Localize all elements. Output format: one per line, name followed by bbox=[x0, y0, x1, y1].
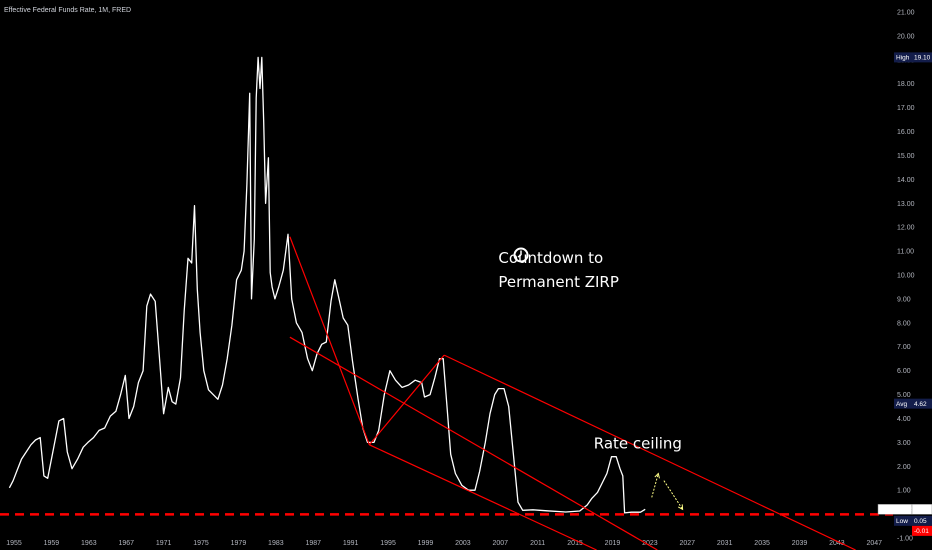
price-tag-label-bg bbox=[894, 515, 912, 526]
annotation-layer: Countdown to Permanent ZIRP Rate ceiling bbox=[498, 249, 682, 452]
price-tag-value: 0.05 bbox=[914, 518, 927, 525]
price-tag-value: 0.20 bbox=[914, 507, 927, 514]
x-tick-label: 2003 bbox=[455, 540, 471, 547]
y-tick-label: 11.00 bbox=[897, 249, 914, 256]
y-tick-label: 13.00 bbox=[897, 201, 915, 208]
price-tag-value-bg bbox=[912, 525, 932, 536]
y-tick-label: 7.00 bbox=[897, 344, 911, 351]
x-tick-label: 2007 bbox=[492, 540, 508, 547]
price-tag: High 19.10 bbox=[894, 52, 932, 63]
series-line-fedfunds bbox=[8, 56, 646, 514]
x-tick-label: 1967 bbox=[118, 540, 134, 547]
x-tick-label: 2039 bbox=[792, 540, 808, 547]
trend-line bbox=[368, 354, 445, 446]
price-tag-value-bg bbox=[912, 52, 932, 63]
x-tick-label: 1983 bbox=[268, 540, 284, 547]
x-tick-label: 2035 bbox=[754, 540, 770, 547]
price-tag-label-bg bbox=[894, 398, 912, 409]
x-axis: 1955 1959 1963 1967 1971 1975 1979 1983 1987 1991… bbox=[6, 540, 882, 547]
x-tick-label: 1959 bbox=[44, 540, 60, 547]
x-tick-label: 1971 bbox=[156, 540, 172, 547]
y-tick-label: 16.00 bbox=[897, 129, 915, 136]
rate-ceiling-label: Rate ceiling bbox=[594, 434, 682, 452]
x-tick-label: 1999 bbox=[418, 540, 434, 547]
x-tick-label: 2027 bbox=[679, 540, 695, 547]
price-tag-value: 4.62 bbox=[914, 401, 927, 408]
price-tag-value: -0.01 bbox=[914, 528, 929, 535]
y-tick-label: 2.00 bbox=[897, 464, 911, 471]
price-tag-label: Avg bbox=[896, 401, 907, 408]
price-tag-label-bg bbox=[894, 52, 912, 63]
price-tag: Avg 4.62 bbox=[894, 398, 932, 409]
x-tick-label: 2023 bbox=[642, 540, 658, 547]
x-tick-label: 1987 bbox=[305, 540, 321, 547]
y-tick-label: 21.00 bbox=[897, 9, 915, 16]
trend-line bbox=[369, 444, 597, 550]
x-tick-label: 1963 bbox=[81, 540, 97, 547]
arrow-head bbox=[654, 472, 660, 479]
countdown-annotation: Permanent ZIRP bbox=[498, 273, 619, 291]
price-tag: -0.01 bbox=[912, 525, 932, 536]
price-tag-value: 19.10 bbox=[914, 55, 931, 62]
y-tick-label: 4.00 bbox=[897, 416, 911, 423]
price-tag-value-bg bbox=[912, 398, 932, 409]
arrow-layer bbox=[651, 472, 684, 511]
y-tick-label: 18.00 bbox=[897, 81, 915, 88]
forecast-arrow bbox=[651, 473, 659, 498]
chart-title: Effective Federal Funds Rate, 1M, FRED bbox=[4, 7, 131, 14]
y-tick-label: 5.00 bbox=[897, 392, 911, 399]
x-tick-label: 1991 bbox=[343, 540, 359, 547]
x-tick-label: 1955 bbox=[6, 540, 22, 547]
trend-line bbox=[443, 354, 856, 550]
trend-line bbox=[289, 336, 658, 550]
clock-icon bbox=[513, 247, 529, 263]
y-tick-label: 15.00 bbox=[897, 153, 915, 160]
arrow-head bbox=[677, 504, 684, 511]
price-tag-value-bg bbox=[912, 515, 932, 526]
series-layer bbox=[8, 56, 646, 514]
countdown-annotation: Countdown to bbox=[498, 249, 603, 267]
x-tick-label: 1975 bbox=[193, 540, 209, 547]
x-tick-label: 2015 bbox=[567, 540, 583, 547]
y-tick-label: 20.00 bbox=[897, 33, 915, 40]
y-tick-label: -1.00 bbox=[897, 536, 913, 543]
x-tick-label: 2019 bbox=[605, 540, 621, 547]
price-tag-label: High bbox=[896, 55, 910, 62]
trend-channel-layer bbox=[289, 236, 856, 550]
x-tick-label: 2011 bbox=[530, 540, 545, 547]
price-tag-value-bg bbox=[911, 504, 932, 515]
x-tick-label: 2047 bbox=[867, 540, 883, 547]
y-tick-label: 10.00 bbox=[897, 273, 915, 280]
y-tick-label: 6.00 bbox=[897, 368, 911, 375]
y-tick-label: 3.00 bbox=[897, 440, 911, 447]
forecast-arrow bbox=[663, 480, 684, 510]
x-tick-label: 2043 bbox=[829, 540, 845, 547]
price-tag: Low 0.05 bbox=[894, 515, 932, 526]
y-tick-label: 1.00 bbox=[897, 488, 911, 495]
y-tick-label: 8.00 bbox=[897, 320, 911, 327]
trend-line bbox=[289, 236, 370, 445]
price-tag-label: FEDFUNDS bbox=[880, 507, 916, 514]
x-tick-label: 1979 bbox=[231, 540, 247, 547]
price-tag-label: Low bbox=[896, 518, 908, 525]
y-tick-label: 17.00 bbox=[897, 105, 915, 112]
y-tick-label: 12.00 bbox=[897, 225, 915, 232]
x-tick-label: 2031 bbox=[717, 540, 733, 547]
x-tick-label: 1995 bbox=[380, 540, 396, 547]
y-tick-label: 14.00 bbox=[897, 177, 915, 184]
y-tick-label: 9.00 bbox=[897, 296, 911, 303]
